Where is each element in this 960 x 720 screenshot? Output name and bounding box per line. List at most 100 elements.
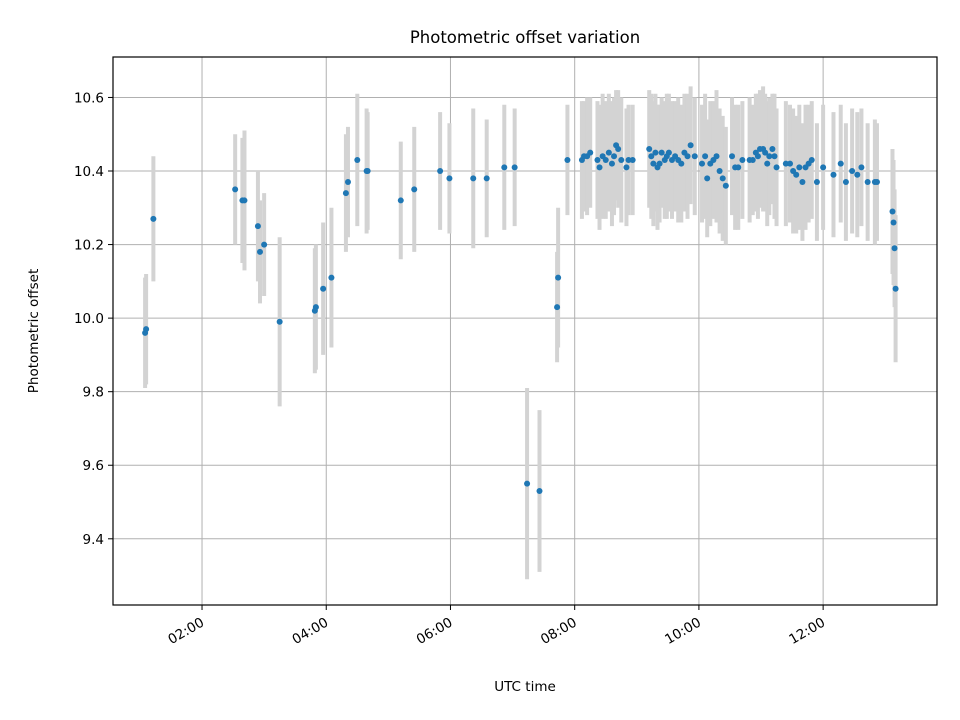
data-point xyxy=(793,171,800,178)
data-point xyxy=(658,149,665,156)
data-point xyxy=(754,153,761,160)
data-points xyxy=(142,142,899,494)
data-point xyxy=(702,153,709,160)
data-point xyxy=(650,160,657,167)
data-point xyxy=(799,179,806,186)
data-point xyxy=(713,153,720,160)
data-point xyxy=(813,179,820,186)
data-point xyxy=(256,248,263,255)
data-point xyxy=(796,164,803,171)
data-point xyxy=(892,285,899,292)
data-point xyxy=(555,274,562,281)
data-point xyxy=(773,164,780,171)
data-point xyxy=(849,168,856,175)
data-point xyxy=(656,160,663,167)
data-point xyxy=(594,156,601,163)
data-point xyxy=(716,168,723,175)
data-point xyxy=(354,156,361,163)
data-point xyxy=(858,164,865,171)
data-point xyxy=(749,156,756,163)
y-tick-label: 9.4 xyxy=(83,532,104,548)
y-axis-label: Photometric offset xyxy=(26,269,42,393)
chart-title: Photometric offset variation xyxy=(410,28,640,47)
data-point xyxy=(719,175,726,182)
data-point xyxy=(261,241,268,248)
data-point xyxy=(602,156,609,163)
data-point xyxy=(554,304,561,311)
y-tick-label: 9.6 xyxy=(83,458,104,474)
data-point xyxy=(320,285,327,292)
x-tick-label: 04:00 xyxy=(290,615,332,648)
y-tick-label: 10.0 xyxy=(74,311,104,327)
data-point xyxy=(483,175,490,182)
y-tick-label: 10.4 xyxy=(74,164,104,180)
data-point xyxy=(873,179,880,186)
data-point xyxy=(808,156,815,163)
data-point xyxy=(254,223,261,230)
data-point xyxy=(629,156,636,163)
data-point xyxy=(769,145,776,152)
data-point xyxy=(762,149,769,156)
data-point xyxy=(437,168,444,175)
data-point xyxy=(787,160,794,167)
data-point xyxy=(739,156,746,163)
data-point xyxy=(699,160,706,167)
x-tick-label: 10:00 xyxy=(662,615,704,648)
data-point xyxy=(665,149,672,156)
x-axis-label: UTC time xyxy=(494,679,556,695)
data-point xyxy=(608,160,615,167)
data-point xyxy=(587,149,594,156)
data-point xyxy=(691,153,698,160)
error-bars xyxy=(143,86,898,580)
data-point xyxy=(735,164,742,171)
data-point xyxy=(470,175,477,182)
data-point xyxy=(143,326,150,333)
data-point xyxy=(312,304,319,311)
data-point xyxy=(684,153,691,160)
x-tick-label: 08:00 xyxy=(538,615,580,648)
data-point xyxy=(729,153,736,160)
data-point xyxy=(864,179,871,186)
data-point xyxy=(536,487,543,494)
data-point xyxy=(764,160,771,167)
data-point xyxy=(605,149,612,156)
data-point xyxy=(842,179,849,186)
y-tick-label: 10.2 xyxy=(74,238,104,254)
data-point xyxy=(646,145,653,152)
y-axis-ticks: 9.4 9.6 9.8 10.0 10.2 10.4 10.6 xyxy=(74,90,113,548)
data-point xyxy=(397,197,404,204)
data-point xyxy=(854,171,861,178)
data-point xyxy=(771,153,778,160)
data-point xyxy=(704,175,711,182)
data-point xyxy=(615,145,622,152)
data-point xyxy=(411,186,418,193)
y-tick-label: 10.6 xyxy=(74,90,104,106)
data-point xyxy=(511,164,518,171)
data-point xyxy=(625,156,632,163)
data-point xyxy=(241,197,248,204)
data-point xyxy=(687,142,694,149)
data-point xyxy=(611,153,618,160)
plot-frame xyxy=(112,56,938,606)
data-point xyxy=(564,156,571,163)
data-point xyxy=(342,190,349,197)
data-point xyxy=(782,160,789,167)
data-point xyxy=(889,208,896,215)
x-tick-label: 02:00 xyxy=(165,615,207,648)
data-point xyxy=(501,164,508,171)
data-point xyxy=(524,480,531,487)
data-point xyxy=(766,153,773,160)
data-point xyxy=(722,182,729,189)
data-point xyxy=(344,179,351,186)
data-point xyxy=(648,153,655,160)
data-point xyxy=(652,149,659,156)
data-point xyxy=(150,215,157,222)
data-point xyxy=(232,186,239,193)
data-point xyxy=(364,168,371,175)
data-point xyxy=(328,274,335,281)
data-point xyxy=(820,164,827,171)
data-point xyxy=(623,164,630,171)
y-tick-label: 9.8 xyxy=(83,385,104,401)
data-point xyxy=(276,318,283,325)
